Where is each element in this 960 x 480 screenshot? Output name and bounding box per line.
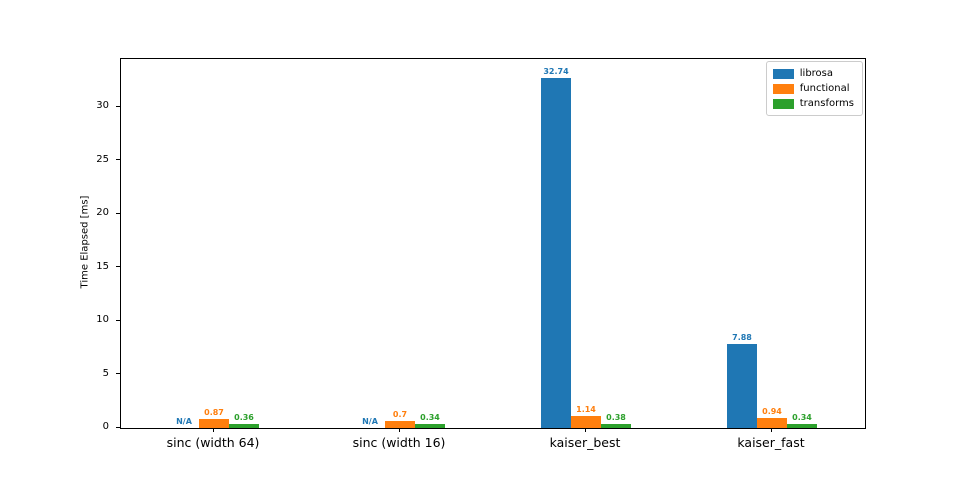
- x-tick-mark: [770, 428, 772, 432]
- legend-item-functional: functional: [772, 81, 854, 96]
- y-tick-label: 10: [96, 314, 109, 326]
- legend-item-librosa: librosa: [772, 66, 854, 81]
- plot-area: N/A N/A 32.74 7.88 0.87 0.7 1.14 0.94 0.36 0.34 0.…: [120, 58, 866, 429]
- legend-label: functional: [799, 83, 850, 94]
- y-tick-label: 20: [96, 207, 109, 219]
- bar-librosa-2: [541, 77, 571, 428]
- bar-value-label-transforms-1: 0.34: [420, 413, 440, 423]
- y-tick-mark: [116, 105, 120, 107]
- bar-value-label-functional-3: 0.94: [762, 406, 782, 416]
- x-tick-label: sinc (width 16): [352, 435, 446, 450]
- x-tick-mark: [398, 428, 400, 432]
- y-tick-label: 5: [102, 367, 109, 379]
- y-tick-label: 15: [96, 260, 109, 272]
- bar-value-label-librosa-3: 7.88: [732, 332, 752, 342]
- x-tick-label: sinc (width 64): [166, 435, 260, 450]
- legend-swatch-transforms: [772, 98, 794, 109]
- y-tick-mark: [116, 266, 120, 268]
- y-tick-label: 25: [96, 153, 109, 165]
- legend: librosa functional transforms: [765, 61, 863, 116]
- legend-label: transforms: [799, 98, 854, 109]
- bar-value-label-librosa-1: N/A: [362, 417, 378, 426]
- y-tick-mark: [116, 212, 120, 214]
- x-tick-mark: [584, 428, 586, 432]
- bar-transforms-3: [787, 424, 817, 428]
- y-tick-mark: [116, 373, 120, 375]
- bar-functional-0: [199, 418, 229, 428]
- bar-value-label-librosa-2: 32.74: [543, 66, 569, 76]
- y-tick-label: 30: [96, 100, 109, 112]
- legend-swatch-functional: [772, 83, 794, 94]
- bar-value-label-functional-2: 1.14: [576, 404, 596, 414]
- legend-swatch-librosa: [772, 68, 794, 79]
- bar-transforms-0: [229, 424, 259, 428]
- x-tick-label: kaiser_best: [549, 435, 621, 450]
- bar-librosa-3: [727, 343, 757, 428]
- bar-value-label-transforms-3: 0.34: [792, 413, 812, 423]
- y-tick-mark: [116, 159, 120, 161]
- bar-functional-2: [571, 415, 601, 428]
- y-tick-mark: [116, 319, 120, 321]
- x-tick-mark: [212, 428, 214, 432]
- bar-value-label-functional-1: 0.7: [392, 409, 408, 419]
- bar-value-label-transforms-0: 0.36: [234, 413, 254, 423]
- bar-transforms-1: [415, 424, 445, 428]
- bar-functional-3: [757, 417, 787, 428]
- bar-value-label-librosa-0: N/A: [176, 417, 192, 426]
- legend-label: librosa: [799, 68, 834, 79]
- legend-item-transforms: transforms: [772, 96, 854, 111]
- x-tick-label: kaiser_fast: [737, 435, 805, 450]
- y-tick-mark: [116, 426, 120, 428]
- bar-value-label-functional-0: 0.87: [204, 407, 224, 417]
- y-tick-label: 0: [102, 421, 109, 432]
- bar-transforms-2: [601, 423, 631, 428]
- bar-functional-1: [385, 420, 415, 428]
- bar-value-label-transforms-2: 0.38: [606, 412, 626, 422]
